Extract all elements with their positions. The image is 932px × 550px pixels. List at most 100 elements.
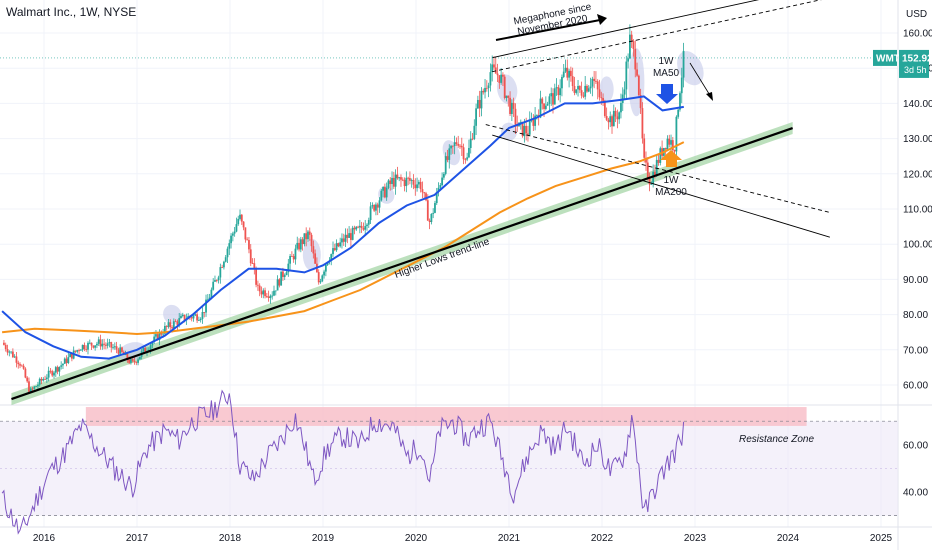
candle-up xyxy=(609,116,612,123)
candle-down xyxy=(664,147,667,150)
candle-down xyxy=(278,279,281,286)
candle-down xyxy=(637,75,640,96)
candle-down xyxy=(333,248,336,251)
candle-up xyxy=(97,339,100,344)
candle-up xyxy=(453,142,456,146)
candle-up xyxy=(226,248,229,258)
candle-up xyxy=(405,177,408,187)
candle-down xyxy=(648,178,651,185)
candle-up xyxy=(489,72,492,86)
candle-down xyxy=(246,239,249,241)
candle-down xyxy=(630,34,633,41)
candle-up xyxy=(539,98,542,118)
candle-down xyxy=(242,221,245,228)
candle-down xyxy=(360,225,363,228)
candle-up xyxy=(480,90,483,109)
price-tick-label: 60.00 xyxy=(903,381,928,392)
candle-up xyxy=(434,203,436,213)
ma200-label-line2: MA200 xyxy=(655,187,687,198)
candle-up xyxy=(670,140,672,145)
price-tick-label: 110.00 xyxy=(903,205,932,216)
candle-down xyxy=(115,346,118,350)
candle-down xyxy=(464,159,467,161)
price-tick-label: 100.00 xyxy=(903,240,932,251)
candle-down xyxy=(541,98,544,104)
candle-up xyxy=(682,50,685,78)
candle-up xyxy=(307,231,309,240)
candle-up xyxy=(629,34,631,59)
highlight-ellipse xyxy=(628,48,645,117)
candle-down xyxy=(428,220,431,222)
candle-up xyxy=(321,275,324,282)
candle-up xyxy=(205,299,207,313)
candle-up xyxy=(233,231,236,234)
candle-up xyxy=(591,78,594,87)
candle-down xyxy=(598,89,601,98)
candle-up xyxy=(180,316,182,319)
candle-up xyxy=(153,336,156,343)
candle-down xyxy=(165,325,168,327)
highlight-zones xyxy=(11,48,793,406)
ma200-arrow xyxy=(660,150,682,167)
candle-down xyxy=(657,159,660,163)
price-tick-label: 130.00 xyxy=(903,134,932,145)
candle-down xyxy=(478,99,481,109)
rsi-tick-label: 60.00 xyxy=(903,440,928,451)
candle-down xyxy=(290,255,293,257)
candle-down xyxy=(357,226,359,228)
candle-down xyxy=(502,74,504,77)
candle-up xyxy=(230,235,232,244)
candle-down xyxy=(671,140,674,151)
candle-up xyxy=(294,248,297,260)
candle-up xyxy=(96,343,98,346)
candle-up xyxy=(303,233,306,245)
candle-up xyxy=(441,177,444,186)
candle-up xyxy=(214,280,216,282)
highlight-ellipse xyxy=(302,238,321,271)
candle-down xyxy=(400,177,402,180)
candle-down xyxy=(521,121,524,137)
candle-up xyxy=(391,177,393,185)
candle-down xyxy=(514,108,517,125)
highlight-ellipse xyxy=(496,74,518,105)
candle-down xyxy=(15,356,18,363)
candle-up xyxy=(219,267,222,278)
candle-down xyxy=(455,142,458,144)
candle-up xyxy=(164,325,166,334)
candle-up xyxy=(29,388,32,392)
candle-up xyxy=(618,112,621,120)
price-badge-value: 152.92 xyxy=(902,53,932,64)
candle-up xyxy=(475,108,477,126)
candle-down xyxy=(373,205,376,211)
highlight-ellipse xyxy=(599,76,614,103)
price-tick-label: 140.00 xyxy=(903,99,932,110)
candle-up xyxy=(299,239,302,250)
candle-up xyxy=(382,186,384,191)
candle-down xyxy=(673,150,676,152)
candle-up xyxy=(466,157,469,160)
projection-arrow-shaft xyxy=(689,62,712,98)
candle-up xyxy=(224,257,227,262)
candle-down xyxy=(183,314,186,321)
candle-down xyxy=(103,343,105,345)
candle-down xyxy=(595,80,597,82)
candle-up xyxy=(534,115,537,126)
candle-up xyxy=(81,344,84,350)
candle-down xyxy=(255,268,258,285)
candle-down xyxy=(20,365,23,367)
candle-down xyxy=(471,138,474,140)
candle-down xyxy=(645,157,647,163)
candle-up xyxy=(38,378,41,385)
candle-down xyxy=(104,344,107,346)
ma50-arrow xyxy=(656,84,678,104)
candle-down xyxy=(267,296,270,298)
candle-down xyxy=(446,156,449,160)
candle-down xyxy=(133,360,136,363)
candle-up xyxy=(53,372,55,376)
price-tick-label: 90.00 xyxy=(903,275,928,286)
candle-up xyxy=(54,367,57,373)
candle-up xyxy=(274,290,277,292)
candle-down xyxy=(641,108,644,139)
candle-down xyxy=(176,321,179,326)
